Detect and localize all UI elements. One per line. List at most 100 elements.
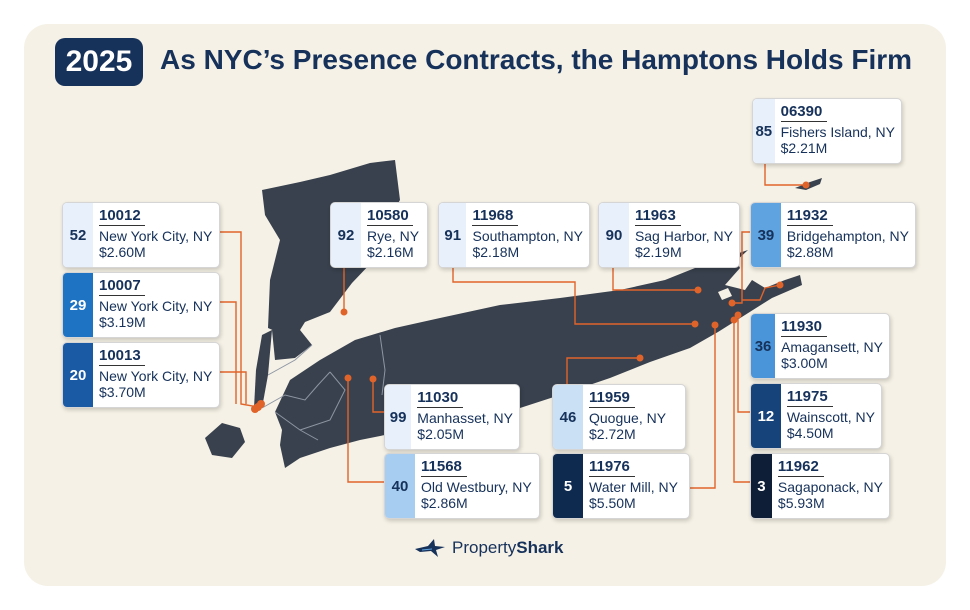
median-price: $2.19M <box>634 244 682 260</box>
connector-11968 <box>452 262 695 325</box>
town-name: New York City, NY <box>99 298 213 314</box>
label-11568: 40 11568 Old Westbury, NY $2.86M <box>384 453 540 519</box>
label-10007: 29 10007 New York City, NY $3.19M <box>62 272 220 338</box>
rank-badge: 85 <box>753 99 775 163</box>
zip-code: 10013 <box>99 347 141 364</box>
label-10580: 92 10580 Rye, NY $2.16M <box>330 202 428 268</box>
connector-11975 <box>737 315 752 413</box>
town-name: Southampton, NY <box>472 228 583 244</box>
label-10013: 20 10013 New York City, NY $3.70M <box>62 342 220 408</box>
rank-badge: 36 <box>751 314 776 378</box>
median-price: $2.21M <box>780 140 828 156</box>
zip-code: 10012 <box>99 207 141 224</box>
dot-11963 <box>694 286 702 294</box>
rank-badge: 39 <box>751 203 781 267</box>
zip-code: 11030 <box>417 389 459 406</box>
dot-11932 <box>728 299 736 307</box>
rank-badge: 52 <box>63 203 93 267</box>
rank-badge: 90 <box>599 203 629 267</box>
rank-badge: 46 <box>553 385 583 449</box>
median-price: $2.16M <box>367 244 414 260</box>
town-name: Old Westbury, NY <box>421 479 532 495</box>
median-price: $3.70M <box>99 384 146 400</box>
connector-11963 <box>612 262 698 291</box>
rank-badge: 20 <box>63 343 93 407</box>
connector-11962 <box>733 320 752 483</box>
town-name: Rye, NY <box>367 228 420 244</box>
rank-badge: 5 <box>553 454 583 518</box>
zip-code: 06390 <box>780 103 823 120</box>
median-price: $4.50M <box>786 425 834 441</box>
brand-logo: PropertyShark <box>414 537 564 559</box>
rank-badge: 29 <box>63 273 93 337</box>
connector-11959 <box>566 357 640 388</box>
dot-10007 <box>257 400 265 408</box>
zip-code: 11962 <box>777 458 819 475</box>
shark-jet-icon <box>415 539 445 557</box>
connectors <box>218 158 806 489</box>
dot-11568 <box>344 374 352 382</box>
zip-code: 11568 <box>421 458 462 475</box>
connector-10012 <box>218 231 259 408</box>
zip-code: 10580 <box>367 207 409 224</box>
dot-11959 <box>636 354 644 362</box>
rank-badge: 40 <box>385 454 415 518</box>
town-name: Wainscott, NY <box>786 409 875 425</box>
connector-06390 <box>764 158 806 186</box>
label-11975: 12 11975 Wainscott, NY $4.50M <box>750 383 882 449</box>
zip-code: 11963 <box>634 207 676 224</box>
town-name: Fishers Island, NY <box>780 124 895 140</box>
median-price: $3.19M <box>99 314 146 330</box>
town-name: New York City, NY <box>99 228 213 244</box>
dot-10580 <box>340 308 348 316</box>
manhattan-shape <box>254 330 272 408</box>
rank-badge: 99 <box>385 385 412 449</box>
year-badge: 2025 <box>55 38 143 86</box>
dot-11975 <box>734 311 742 319</box>
label-06390: 85 06390 Fishers Island, NY $2.21M <box>752 98 902 164</box>
dot-11976 <box>711 321 719 329</box>
connector-11932 <box>732 231 752 304</box>
zip-code: 11959 <box>589 389 630 406</box>
brand-name: PropertyShark <box>452 538 564 557</box>
connector-10007 <box>218 301 237 404</box>
zip-code: 11932 <box>786 207 828 224</box>
median-price: $2.05M <box>417 426 464 442</box>
dot-11968 <box>691 320 699 328</box>
bronx-shape <box>272 330 312 360</box>
zip-code: 11976 <box>589 458 630 475</box>
rank-badge: 91 <box>439 203 467 267</box>
label-11963: 90 11963 Sag Harbor, NY $2.19M <box>598 202 740 268</box>
rank-badge: 12 <box>751 384 781 448</box>
median-price: $5.50M <box>589 495 636 511</box>
zip-code: 11975 <box>786 388 828 405</box>
page-title: As NYC’s Presence Contracts, the Hampton… <box>160 44 913 75</box>
median-price: $5.93M <box>777 495 825 511</box>
median-price: $2.18M <box>472 244 520 260</box>
median-price: $2.86M <box>421 495 468 511</box>
town-name: Quogue, NY <box>589 410 667 426</box>
town-name: Amagansett, NY <box>781 339 883 355</box>
town-name: Sagaponack, NY <box>777 479 883 495</box>
shelter-island-shape <box>718 288 732 300</box>
dot-11930 <box>776 281 784 289</box>
label-11959: 46 11959 Quogue, NY $2.72M <box>552 384 686 450</box>
town-name: New York City, NY <box>99 368 213 384</box>
median-price: $3.00M <box>781 355 828 371</box>
location-dots <box>251 181 810 413</box>
dot-11030 <box>369 375 377 383</box>
label-11932: 39 11932 Bridgehampton, NY $2.88M <box>750 202 916 268</box>
median-price: $2.60M <box>99 244 146 260</box>
median-price: $2.88M <box>786 244 834 260</box>
label-11030: 99 11030 Manhasset, NY $2.05M <box>384 384 520 450</box>
zip-code: 11930 <box>781 318 822 335</box>
connector-11030 <box>372 379 384 413</box>
label-11968: 91 11968 Southampton, NY $2.18M <box>438 202 590 268</box>
town-name: Water Mill, NY <box>589 479 678 495</box>
median-price: $2.72M <box>589 426 636 442</box>
label-11930: 36 11930 Amagansett, NY $3.00M <box>750 313 890 379</box>
town-name: Bridgehampton, NY <box>786 228 909 244</box>
rank-badge: 92 <box>331 203 361 267</box>
borough-borders <box>261 334 386 441</box>
label-10012: 52 10012 New York City, NY $2.60M <box>62 202 220 268</box>
